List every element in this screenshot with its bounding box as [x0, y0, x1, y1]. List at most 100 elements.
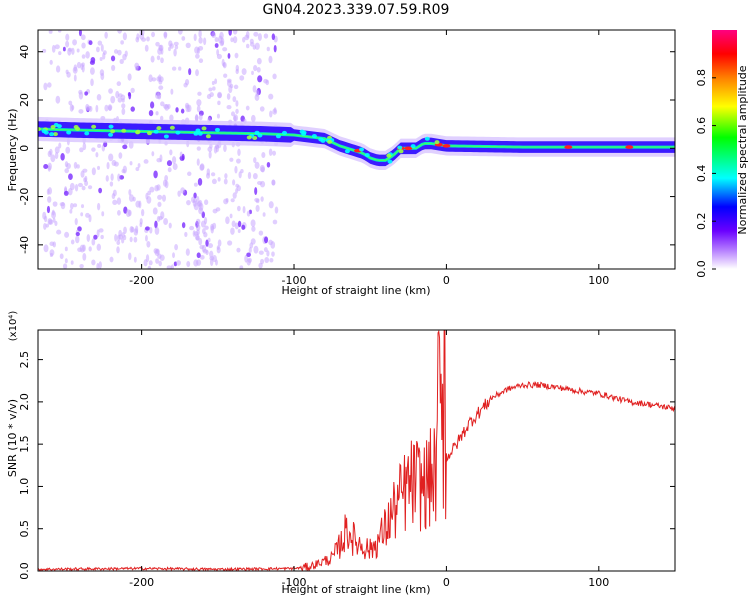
spectrogram-ridge-blob	[387, 159, 393, 164]
spectrogram-noise-cell	[193, 192, 197, 199]
spectrogram-noise-cell	[177, 190, 181, 197]
spectrogram-noise-cell	[256, 57, 262, 65]
spectrogram-noise-cell	[110, 95, 116, 104]
spectrogram-noise-cell	[78, 89, 83, 95]
spectrogram-noise-cell	[196, 105, 201, 113]
spectrogram-noise-cell	[96, 46, 100, 53]
spectrogram-noise-cell	[65, 146, 71, 154]
spectrogram-noise-cell	[196, 252, 201, 259]
spectrogram-noise-cell	[108, 105, 112, 111]
spectrogram-noise-cell	[180, 108, 185, 114]
spectrogram-noise-cell	[116, 240, 121, 246]
spectrogram-ridge-blob	[43, 130, 49, 135]
spectrogram-noise-cell	[255, 89, 260, 97]
spectrogram-noise-cell	[91, 167, 96, 176]
spectrogram-noise-cell	[207, 237, 211, 243]
spectrogram-noise-cell	[273, 44, 277, 53]
spectrogram-noise-cell	[208, 87, 213, 92]
spectrogram-noise-cell	[135, 167, 140, 172]
spectrogram-noise-cell	[198, 237, 203, 246]
spectrogram-noise-cell	[108, 153, 114, 162]
spectrogram-noise-cell	[269, 257, 274, 263]
spectrogram-noise-cell	[147, 190, 152, 196]
spectrogram-noise-cell	[117, 210, 121, 216]
spectrogram-noise-cell	[175, 107, 179, 113]
spectrogram-noise-cell	[70, 202, 74, 210]
spectrogram-ridge-blob	[205, 134, 211, 139]
spectrogram-noise-cell	[96, 229, 100, 238]
spectrogram-noise-cell	[101, 211, 105, 217]
spectrogram-noise-cell	[266, 250, 270, 257]
spectrogram-noise-cell	[148, 109, 154, 117]
snr-x-tick-label: 0	[443, 576, 450, 589]
snr-y-tick-label: 1.0	[18, 478, 31, 496]
spectrogram-noise-cell	[228, 30, 232, 36]
spectrogram-noise-cell	[55, 65, 61, 73]
spectrogram-x-tick-label: -100	[282, 274, 307, 287]
spectrogram-noise-cell	[253, 31, 259, 37]
spectrogram-noise-cell	[268, 55, 273, 64]
spectrogram-noise-cell	[47, 162, 52, 171]
spectrogram-ridge-blob	[110, 129, 116, 134]
colorbar-gradient	[712, 30, 737, 269]
spectrogram-noise-cell	[122, 144, 128, 150]
spectrogram-noise-cell	[80, 34, 86, 41]
spectrogram-noise-cell	[127, 73, 132, 81]
spectrogram-noise-cell	[253, 65, 258, 72]
spectrogram-noise-cell	[195, 114, 199, 122]
spectrogram-noise-cell	[116, 81, 122, 87]
spectrogram-noise-cell	[122, 32, 127, 41]
spectrogram-ridge-blob	[311, 134, 317, 139]
spectrogram-noise-cell	[73, 161, 78, 169]
spectrogram-noise-cell	[271, 33, 276, 41]
spectrogram-noise-cell	[160, 57, 164, 64]
spectrogram-noise-cell	[46, 205, 51, 214]
spectrogram-noise-cell	[188, 68, 192, 76]
spectrogram-noise-cell	[178, 66, 182, 71]
spectrogram-ridge-blob	[281, 130, 287, 135]
spectrogram-noise-cell	[268, 201, 274, 209]
spectrogram-noise-cell	[199, 163, 205, 171]
spectrogram-noise-cell	[272, 73, 277, 80]
spectrogram-ridge-blob	[275, 134, 281, 139]
spectrogram-noise-cell	[246, 252, 251, 258]
spectrogram-ridge-blob	[398, 149, 404, 154]
spectrogram-noise-cell	[111, 64, 116, 72]
spectrogram-noise-cell	[216, 49, 220, 56]
spectrogram-noise-cell	[255, 204, 260, 212]
spectrogram-ridge-blob	[424, 136, 430, 141]
spectrogram-noise-cell	[271, 251, 275, 257]
spectrogram-x-tick-label: -200	[129, 274, 154, 287]
spectrogram-noise-cell	[72, 39, 77, 46]
spectrogram-noise-cell	[174, 44, 179, 50]
spectrogram-noise-cell	[217, 239, 222, 247]
spectrogram-noise-cell	[268, 148, 273, 156]
spectrogram-noise-cell	[247, 171, 252, 180]
spectrogram-noise-cell	[58, 142, 62, 149]
spectrogram-ridge-blob	[156, 126, 162, 131]
spectrogram-noise-cell	[209, 250, 214, 258]
spectrogram-noise-cell	[112, 189, 117, 197]
spectrogram-noise-cell	[236, 247, 241, 253]
spectrogram-noise-cell	[143, 159, 149, 164]
spectrogram-noise-cell	[105, 175, 109, 182]
spectrogram-noise-cell	[204, 217, 208, 225]
snr-y-ticks: 0.0 0.5 1.0 1.5 2.0 2.5	[18, 351, 675, 580]
spectrogram-noise-cell	[151, 31, 156, 38]
spectrogram-noise-cell	[181, 36, 186, 41]
spectrogram-noise-cell	[85, 51, 90, 59]
spectrogram-noise-cell	[227, 240, 233, 246]
spectrogram-y-label: Frequency (Hz)	[6, 109, 19, 192]
spectrogram-noise-cell	[96, 93, 102, 101]
spectrogram-noise-cell	[254, 42, 260, 50]
spectrogram-noise-cell	[171, 66, 177, 71]
spectrogram-noise-cell	[146, 36, 150, 42]
spectrogram-noise-cell	[207, 243, 214, 249]
colorbar-tick-label: 0.6	[695, 117, 708, 135]
spectrogram-noise-cell	[176, 260, 181, 266]
spectrogram-noise-cell	[158, 260, 162, 267]
spectrogram-noise-cell	[98, 261, 102, 269]
spectrogram-noise-cell	[128, 194, 134, 202]
spectrogram-noise-cell	[157, 47, 162, 55]
spectrogram-noise-cell	[80, 212, 84, 217]
